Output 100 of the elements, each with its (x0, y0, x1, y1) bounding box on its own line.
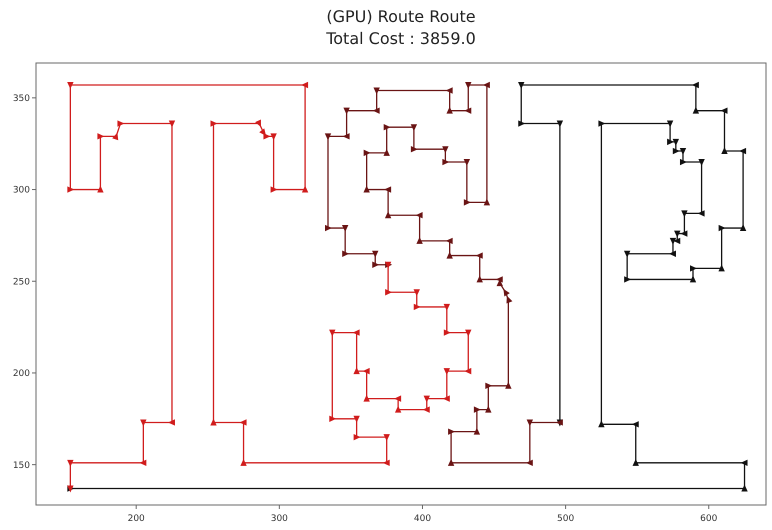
point (384, 124, 391, 130)
point (446, 87, 453, 94)
chart-subtitle: Total Cost : 3859.0 (325, 29, 476, 48)
point (67, 460, 74, 467)
y-tick-label: 150 (12, 460, 30, 471)
point (363, 186, 370, 193)
point (270, 133, 277, 140)
point (383, 434, 390, 442)
point (442, 395, 450, 402)
point (740, 460, 748, 466)
point (139, 460, 146, 466)
x-tick-label: 200 (128, 514, 146, 524)
point (384, 211, 392, 218)
point (444, 329, 451, 336)
point (329, 416, 336, 422)
point (680, 158, 687, 166)
point (624, 250, 630, 258)
point (465, 330, 472, 337)
point (382, 460, 390, 466)
point (372, 107, 380, 114)
point (503, 288, 510, 296)
point (485, 382, 492, 389)
point (112, 132, 118, 140)
point (383, 148, 390, 156)
point (363, 394, 370, 402)
point (416, 236, 423, 244)
point (140, 419, 147, 426)
point (384, 186, 392, 193)
point (444, 304, 450, 311)
point (255, 119, 261, 128)
point (681, 210, 688, 218)
point (484, 198, 490, 206)
point (372, 262, 380, 268)
point (672, 138, 680, 146)
point (632, 421, 639, 428)
point (526, 419, 534, 426)
point (364, 150, 371, 156)
point (598, 420, 605, 428)
point (692, 106, 700, 114)
point (442, 158, 450, 166)
point (444, 368, 450, 376)
point (325, 224, 332, 232)
point (446, 252, 453, 259)
point (448, 428, 456, 435)
point (394, 395, 402, 402)
point (465, 82, 472, 90)
y-tick-label: 250 (12, 277, 30, 288)
point (302, 186, 308, 193)
point (353, 416, 360, 423)
point (210, 120, 218, 127)
point (690, 265, 697, 272)
point (474, 428, 480, 435)
point (667, 138, 674, 146)
point (680, 230, 688, 237)
point (329, 330, 336, 337)
point (117, 120, 124, 127)
point (342, 250, 350, 257)
point (464, 107, 472, 114)
point (240, 419, 247, 426)
point (506, 296, 512, 304)
point (464, 199, 471, 206)
point (385, 289, 392, 296)
point (446, 106, 453, 114)
point (373, 88, 380, 95)
point (394, 406, 402, 413)
point (342, 133, 350, 140)
point (448, 458, 454, 466)
point (97, 133, 104, 140)
point (372, 250, 378, 258)
point (416, 212, 423, 218)
point (632, 458, 639, 466)
point (352, 329, 360, 336)
point (424, 396, 430, 403)
x-tick-label: 600 (700, 514, 718, 524)
point (718, 264, 725, 272)
point (354, 434, 361, 440)
point (414, 304, 421, 310)
point (414, 289, 420, 296)
x-tick-label: 300 (270, 514, 288, 524)
y-tick-label: 300 (12, 186, 30, 196)
point (476, 252, 483, 259)
x-tick-label: 400 (414, 514, 432, 524)
point (670, 238, 676, 245)
point (526, 460, 533, 466)
point (422, 406, 430, 413)
point (301, 82, 308, 88)
x-tick-label: 500 (557, 514, 574, 524)
point (410, 124, 418, 132)
point (263, 133, 270, 140)
chart-title: (GPU) Route Route (326, 7, 476, 26)
point (464, 368, 472, 374)
point (67, 186, 74, 193)
point (410, 146, 418, 152)
point (353, 367, 360, 374)
point (474, 406, 481, 413)
point (342, 225, 348, 232)
point (476, 275, 483, 282)
point (324, 133, 332, 140)
point (598, 120, 606, 127)
point (518, 82, 524, 90)
